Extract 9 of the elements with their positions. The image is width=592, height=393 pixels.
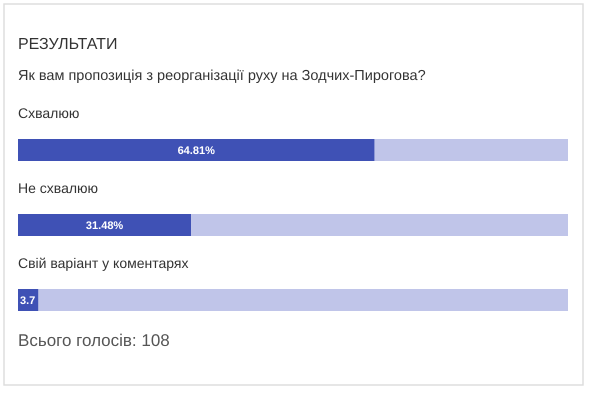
chart-subtitle: Як вам пропозиція з реорганізації руху на Зодчих-Пирогова? <box>18 68 426 84</box>
data-label: 31.48% <box>86 220 124 232</box>
data-label: 3.7 <box>20 295 36 307</box>
data-label: 64.81% <box>178 145 216 157</box>
y-tick-label: Свій варіант у коментарях <box>18 255 189 271</box>
y-tick-label: Схвалюю <box>18 105 80 121</box>
chart-title: РЕЗУЛЬТАТИ <box>18 36 118 53</box>
text: Всього голосів: 108 <box>18 331 170 350</box>
y-tick-label: Не схвалюю <box>18 180 98 196</box>
